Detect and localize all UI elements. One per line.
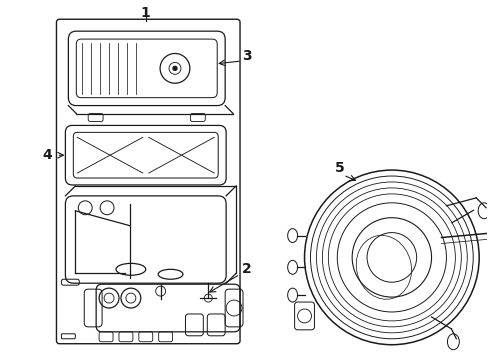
Text: 5: 5 bbox=[334, 161, 344, 175]
Text: 3: 3 bbox=[242, 49, 251, 63]
Text: 1: 1 bbox=[141, 6, 150, 20]
Text: 4: 4 bbox=[42, 148, 52, 162]
Circle shape bbox=[173, 66, 177, 70]
Text: 2: 2 bbox=[242, 262, 251, 276]
